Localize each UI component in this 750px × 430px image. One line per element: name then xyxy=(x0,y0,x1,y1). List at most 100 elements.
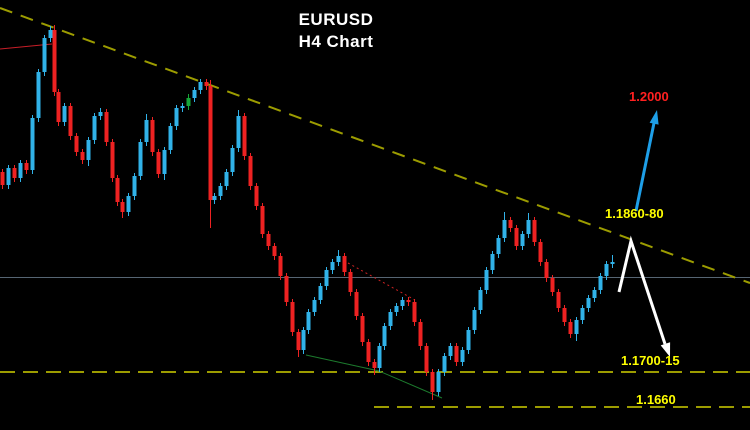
candle xyxy=(224,172,229,186)
candle xyxy=(266,234,271,246)
target-price-label: 1.2000 xyxy=(629,89,669,104)
candle xyxy=(377,346,382,368)
candle xyxy=(254,186,259,206)
candle xyxy=(342,256,347,272)
candle xyxy=(174,108,179,126)
candle xyxy=(180,106,185,108)
candle xyxy=(406,300,411,302)
chart-title-timeframe: H4 Chart xyxy=(298,32,374,51)
candle xyxy=(532,220,537,242)
candle xyxy=(472,310,477,330)
candle xyxy=(242,116,247,156)
bearish-projection-arrow-head xyxy=(660,342,671,357)
candle xyxy=(372,362,377,368)
candle xyxy=(74,136,79,152)
candle xyxy=(544,262,549,278)
candle xyxy=(62,106,67,122)
candle xyxy=(574,320,579,334)
candle xyxy=(400,300,405,306)
candle xyxy=(212,196,217,200)
bullish-projection-arrow-head xyxy=(649,110,659,125)
candle xyxy=(598,276,603,290)
candle xyxy=(394,306,399,312)
candle xyxy=(120,202,125,212)
candle xyxy=(604,264,609,276)
candle xyxy=(301,330,306,350)
candle xyxy=(115,178,120,202)
candle xyxy=(192,90,197,98)
candle xyxy=(330,262,335,270)
candle xyxy=(318,286,323,300)
candle xyxy=(168,126,173,150)
candle xyxy=(230,148,235,172)
candle xyxy=(236,116,241,148)
candle xyxy=(186,98,191,106)
candle xyxy=(80,152,85,160)
candle xyxy=(12,168,17,178)
candle xyxy=(68,106,73,136)
candle xyxy=(336,256,341,262)
candle xyxy=(430,372,435,392)
candle xyxy=(556,292,561,308)
candle xyxy=(586,298,591,308)
candle xyxy=(272,246,277,256)
candle xyxy=(208,86,213,200)
candle xyxy=(48,30,53,38)
candle xyxy=(0,172,5,185)
candle xyxy=(204,82,209,86)
candle xyxy=(162,150,167,174)
bearish-projection-arrow xyxy=(617,235,667,345)
candle xyxy=(490,254,495,270)
candle xyxy=(508,220,513,228)
candle xyxy=(382,326,387,346)
candle xyxy=(562,308,567,322)
candle xyxy=(104,112,109,142)
lower-support-label: 1.1660 xyxy=(636,392,676,407)
candle xyxy=(412,302,417,322)
support-zone-label: 1.1700-15 xyxy=(621,353,680,368)
candle xyxy=(436,372,441,392)
candle xyxy=(92,116,97,140)
candle xyxy=(218,186,223,196)
candle xyxy=(424,346,429,372)
candle xyxy=(514,228,519,246)
candle xyxy=(198,82,203,90)
candle xyxy=(448,346,453,356)
candle xyxy=(388,312,393,326)
candle xyxy=(150,120,155,152)
candle xyxy=(366,342,371,362)
candle xyxy=(52,30,57,92)
candle xyxy=(18,163,23,178)
candle xyxy=(126,196,131,212)
candle xyxy=(466,330,471,350)
candle xyxy=(502,220,507,238)
candle xyxy=(360,316,365,342)
descending-trendline xyxy=(0,7,750,284)
candle xyxy=(496,238,501,254)
candle xyxy=(156,152,161,174)
candle xyxy=(296,332,301,350)
candle xyxy=(110,142,115,178)
candle xyxy=(36,72,41,118)
candles xyxy=(0,25,615,400)
candle xyxy=(568,322,573,334)
candle xyxy=(132,176,137,196)
candle xyxy=(354,292,359,316)
chart-title-symbol: EURUSD xyxy=(298,10,374,29)
candle xyxy=(484,270,489,290)
resistance-zone-label: 1.1860-80 xyxy=(605,206,664,221)
candle xyxy=(538,242,543,262)
candle xyxy=(610,262,615,264)
candle xyxy=(248,156,253,186)
candle xyxy=(290,302,295,332)
candle xyxy=(454,346,459,362)
candle xyxy=(442,356,447,372)
candle xyxy=(42,38,47,72)
candle xyxy=(550,278,555,292)
candle xyxy=(592,290,597,298)
chart-title: EURUSD H4 Chart xyxy=(290,9,382,53)
candle xyxy=(144,120,149,142)
candle xyxy=(56,92,61,122)
